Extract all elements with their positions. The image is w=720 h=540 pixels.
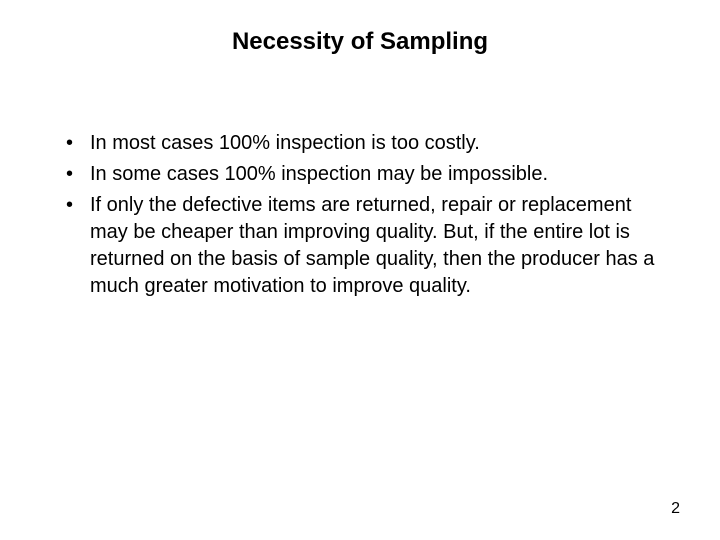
bullet-list: In most cases 100% inspection is too cos… xyxy=(58,130,662,300)
list-item: If only the defective items are returned… xyxy=(58,192,662,300)
slide-body: In most cases 100% inspection is too cos… xyxy=(58,130,662,304)
slide-title: Necessity of Sampling xyxy=(0,28,720,56)
page-number: 2 xyxy=(671,500,680,518)
slide: Necessity of Sampling In most cases 100%… xyxy=(0,0,720,540)
list-item: In most cases 100% inspection is too cos… xyxy=(58,130,662,157)
list-item: In some cases 100% inspection may be imp… xyxy=(58,161,662,188)
